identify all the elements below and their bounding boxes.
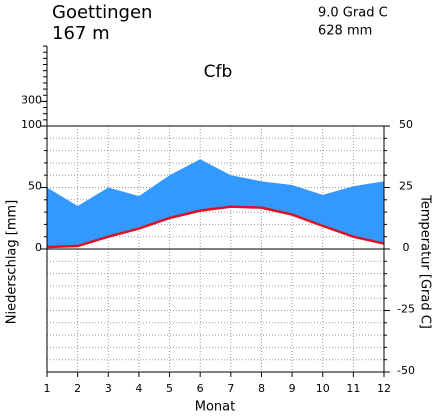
- y2-axis-label: Temperatur [Grad C]: [418, 194, 433, 329]
- climate-class: Cfb: [204, 62, 233, 82]
- y2-tick-label: 0: [403, 241, 410, 254]
- y-tick-label: 100: [21, 118, 42, 131]
- x-tick-label: 9: [289, 382, 296, 395]
- x-tick-label: 2: [74, 382, 81, 395]
- x-tick-label: 5: [166, 382, 173, 395]
- x-tick-label: 3: [105, 382, 112, 395]
- humid-area: [47, 159, 384, 248]
- x-tick-label: 11: [346, 382, 360, 395]
- x-tick-label: 10: [316, 382, 330, 395]
- y-tick-label: 300: [21, 93, 42, 106]
- annual-precipitation: 628 mm: [318, 24, 372, 39]
- x-tick-label: 1: [44, 382, 51, 395]
- x-tick-label: 6: [197, 382, 204, 395]
- y-tick-label: 50: [28, 180, 42, 193]
- x-tick-label: 8: [258, 382, 265, 395]
- x-tick-label: 7: [227, 382, 234, 395]
- y2-tick-label: -50: [397, 364, 415, 377]
- y2-tick-label: 50: [399, 118, 413, 131]
- y-axis-label: Niederschlag [mm]: [5, 200, 20, 325]
- y2-tick-label: -25: [397, 303, 415, 316]
- chart-title: Goettingen: [52, 2, 152, 23]
- mean-temperature: 9.0 Grad C: [318, 6, 388, 21]
- y-tick-label: 0: [35, 241, 42, 254]
- elevation: 167 m: [52, 23, 110, 44]
- x-tick-label: 4: [135, 382, 142, 395]
- x-tick-label: 12: [377, 382, 391, 395]
- temperature-line: [46, 205, 385, 249]
- y2-tick-label: 25: [399, 180, 413, 193]
- x-axis-label: Monat: [195, 400, 235, 415]
